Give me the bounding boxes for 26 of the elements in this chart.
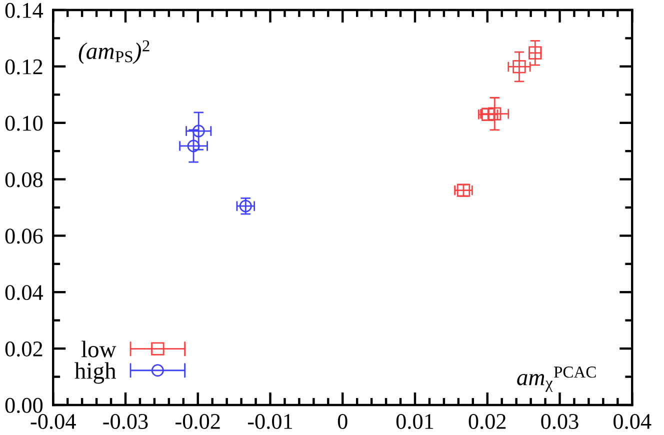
legend-label: low: [81, 340, 116, 358]
x-tick-label: 0: [338, 414, 348, 429]
point: [187, 140, 200, 152]
x-tick-label: -0.02: [176, 414, 220, 430]
x-tick-label: -0.04: [30, 414, 76, 430]
y-tick-label: 0.08: [5, 172, 43, 188]
y-tick-label: 0.12: [5, 59, 42, 74]
x-tick-label: -0.01: [248, 414, 292, 430]
x-tick-label: -0.03: [103, 414, 148, 430]
x-tick-label: 0.04: [614, 414, 652, 430]
x-axis-title: am$_{χ}$$^{PCAC}$: [517, 366, 596, 392]
x-tick-label: 0.02: [468, 414, 506, 430]
point: [192, 124, 205, 138]
point: [239, 200, 252, 212]
y-tick-label: 0.00: [5, 398, 43, 414]
y-tick-label: 0.02: [5, 341, 42, 357]
y-tick-label: 0.04: [5, 285, 44, 300]
y-tick-label: 0.14: [5, 2, 44, 18]
point: [512, 60, 526, 74]
y-tick-label: 0.06: [5, 228, 43, 244]
y-axis-title: (am$_{PS}$)$^{2}$: [78, 40, 150, 64]
x-tick-label: 0.01: [396, 414, 434, 430]
legend-label: high: [74, 362, 116, 384]
x-tick-label: 0.03: [541, 414, 578, 430]
point: [488, 107, 502, 120]
y-tick-label: 0.10: [5, 116, 43, 131]
